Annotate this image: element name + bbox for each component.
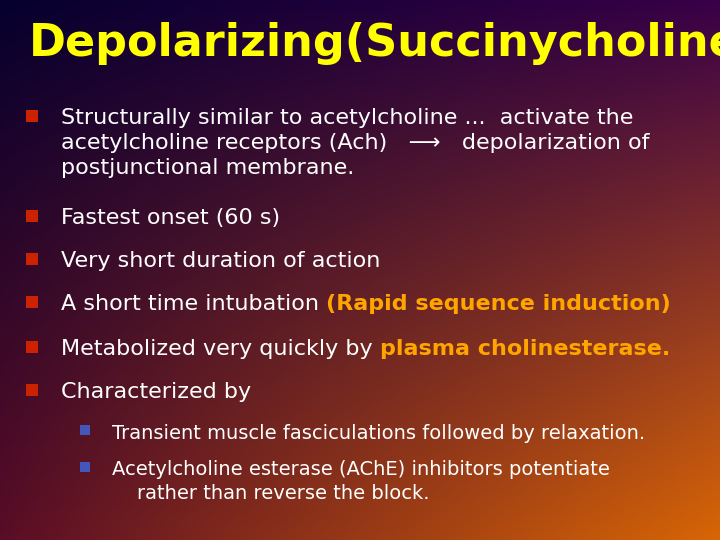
Text: Transient muscle fasciculations followed by relaxation.: Transient muscle fasciculations followed… [112,424,644,443]
Text: Depolarizing(Succinycholine): Depolarizing(Succinycholine) [29,22,720,65]
Text: (Rapid sequence induction): (Rapid sequence induction) [326,294,671,314]
Text: Metabolized very quickly by: Metabolized very quickly by [61,339,380,359]
Text: Structurally similar to acetylcholine ...  activate the
acetylcholine receptors : Structurally similar to acetylcholine ..… [61,108,649,178]
Text: Fastest onset (60 s): Fastest onset (60 s) [61,208,280,228]
Text: Acetylcholine esterase (AChE) inhibitors potentiate
    rather than reverse the : Acetylcholine esterase (AChE) inhibitors… [112,460,609,503]
Text: A short time intubation: A short time intubation [61,294,326,314]
Text: Characterized by: Characterized by [61,382,251,402]
Text: plasma cholinesterase.: plasma cholinesterase. [380,339,670,359]
Text: Very short duration of action: Very short duration of action [61,251,381,271]
